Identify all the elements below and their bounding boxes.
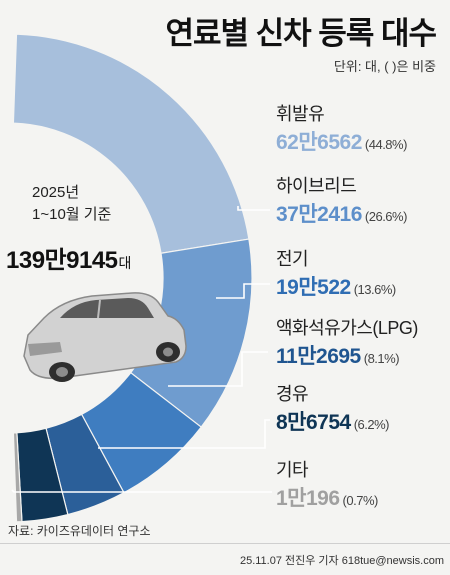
center-basis: 1~10월 기준 xyxy=(32,206,112,223)
chart-title: 연료별 신차 등록 대수 xyxy=(165,16,437,51)
slice-share: (8.1%) xyxy=(363,351,400,366)
slice-value-number: 19만522 xyxy=(276,276,351,299)
slice-value-number: 62만6562 xyxy=(276,131,362,154)
label-lpg: 액화석유가스(LPG) 11만2695 (8.1%) xyxy=(276,314,418,370)
car-illustration xyxy=(23,292,187,382)
slice-name: 경유 xyxy=(276,384,309,404)
slice-value: 8만6754 (6.2%) xyxy=(276,406,390,436)
slice-share: (0.7%) xyxy=(342,493,379,508)
slice-value: 19만522 (13.6%) xyxy=(276,271,396,301)
slice-share: (6.2%) xyxy=(353,417,390,432)
donut-slices xyxy=(12,33,253,523)
slice-share: (44.8%) xyxy=(364,137,408,152)
slice-name: 액화석유가스(LPG) xyxy=(276,318,418,338)
label-electric: 전기 19만522 (13.6%) xyxy=(276,245,396,301)
total-value: 139만9145 xyxy=(6,247,118,274)
leader-lines xyxy=(11,206,272,493)
leader-line-2 xyxy=(216,283,270,299)
slice-value-number: 11만2695 xyxy=(276,345,361,368)
unit-note: 단위: 대, ( )은 비중 xyxy=(333,59,436,74)
footer-divider xyxy=(0,543,450,544)
total-unit: 대 xyxy=(118,255,132,271)
slice-value-number: 37만2416 xyxy=(276,203,362,226)
slice-value: 37만2416 (26.6%) xyxy=(276,198,407,228)
slice-value: 1만196 (0.7%) xyxy=(276,482,378,512)
leader-line-4 xyxy=(98,419,270,449)
center-total: 139만9145대 xyxy=(6,240,131,275)
donut-slice-5 xyxy=(12,432,23,523)
slice-value-number: 1만196 xyxy=(276,487,340,510)
label-other: 기타 1만196 (0.7%) xyxy=(276,456,378,512)
label-diesel: 경유 8만6754 (6.2%) xyxy=(276,380,390,436)
center-year: 2025년 xyxy=(32,184,80,201)
slice-name: 하이브리드 xyxy=(276,176,357,196)
leader-line-5 xyxy=(11,489,272,493)
slice-name: 휘발유 xyxy=(276,104,325,124)
donut-slice-0 xyxy=(12,33,250,254)
slice-share: (26.6%) xyxy=(364,209,408,224)
slice-value: 11만2695 (8.1%) xyxy=(276,340,418,370)
slice-value: 62만6562 (44.8%) xyxy=(276,126,407,156)
credit-line: 25.11.07 전진우 기자 618tue@newsis.com xyxy=(239,555,444,567)
slice-value-number: 8만6754 xyxy=(276,411,351,434)
leader-line-1 xyxy=(237,206,270,211)
label-gasoline: 휘발유 62만6562 (44.8%) xyxy=(276,100,407,156)
source-note: 자료: 카이즈유데이터 연구소 xyxy=(8,524,151,538)
slice-name: 전기 xyxy=(276,249,309,269)
slice-share: (13.6%) xyxy=(353,282,397,297)
label-hybrid: 하이브리드 37만2416 (26.6%) xyxy=(276,172,407,228)
slice-name: 기타 xyxy=(276,460,309,480)
leader-line-3 xyxy=(168,351,268,387)
